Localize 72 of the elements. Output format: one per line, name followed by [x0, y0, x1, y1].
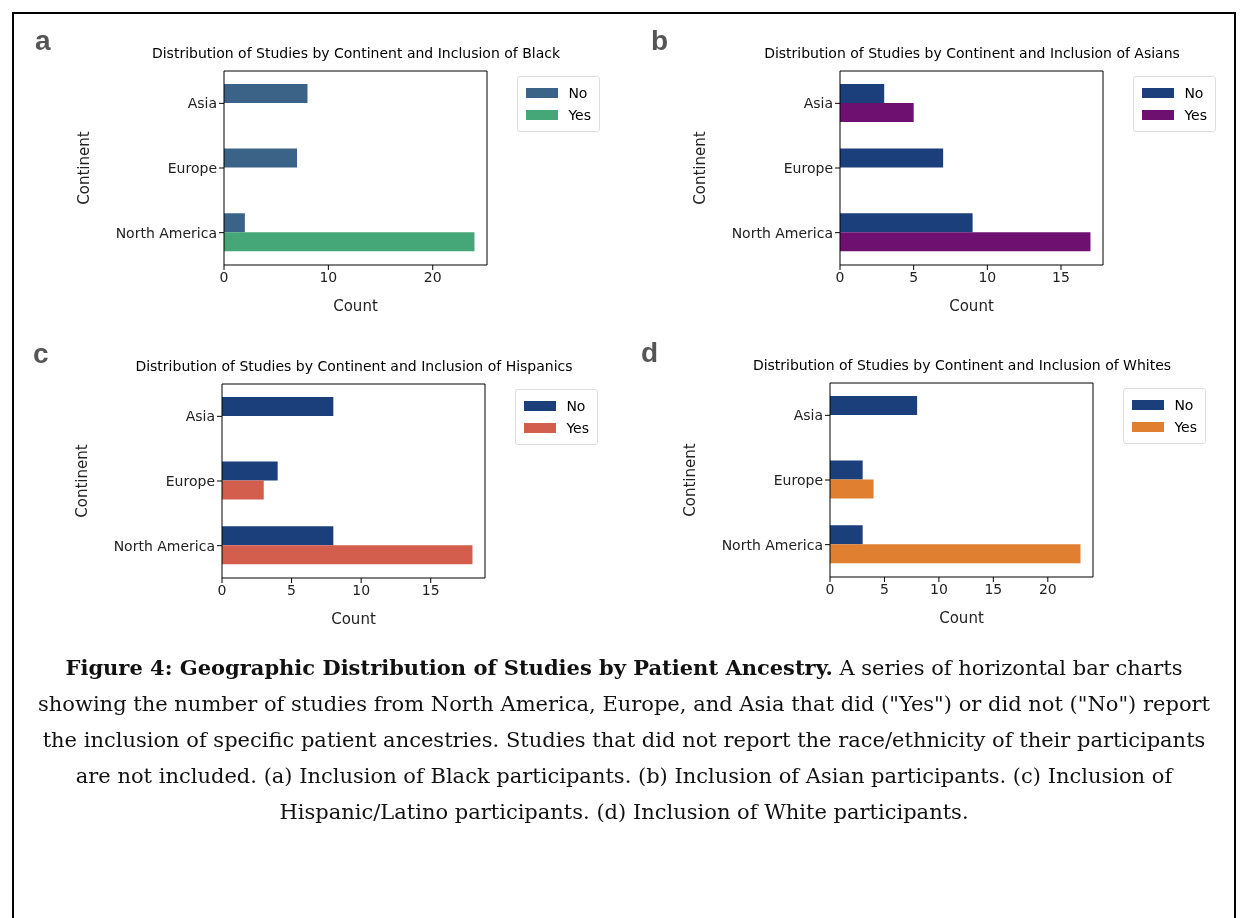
chart-title: Distribution of Studies by Continent and Inclusion of Asians [763, 45, 1181, 61]
x-tick-label: 0 [217, 581, 227, 598]
y-tick-label: Asia [803, 95, 833, 112]
x-axis-title: Count [939, 609, 984, 627]
y-tick-label: North America [731, 224, 833, 241]
bar [840, 102, 914, 122]
x-tick-label: 10 [352, 581, 371, 598]
text: d [641, 337, 659, 369]
bar [224, 83, 308, 103]
bar [222, 545, 473, 565]
legend-label: Yes [1174, 418, 1197, 437]
x-tick-label: 5 [287, 581, 297, 598]
y-tick-label: North America [721, 536, 823, 553]
text: b [651, 25, 669, 57]
x-tick-label: 20 [423, 268, 442, 285]
legend-label: No [568, 84, 588, 103]
x-tick-label: 20 [1038, 580, 1057, 597]
x-axis-title: Count [333, 297, 378, 315]
bar [224, 213, 245, 233]
bar [224, 148, 298, 168]
y-axis-title: Continent [691, 131, 710, 205]
legend-label: No [1174, 396, 1194, 415]
y-tick-label: Asia [185, 408, 215, 425]
bar [840, 213, 973, 233]
y-axis-title: Continent [681, 443, 700, 517]
y-tick-label: Asia [793, 407, 823, 424]
bar [840, 83, 885, 103]
x-tick-label: 15 [421, 581, 440, 598]
y-tick-label: Asia [187, 95, 217, 112]
x-tick-label: 15 [984, 580, 1003, 597]
bar [830, 460, 863, 480]
x-tick-label: 0 [219, 268, 229, 285]
text: c [33, 338, 49, 370]
x-tick-label: 15 [1052, 268, 1070, 285]
legend-label: Yes [568, 106, 591, 125]
x-tick-label: 10 [978, 268, 997, 285]
y-tick-label: Europe [783, 159, 833, 176]
bar [830, 525, 863, 545]
x-tick-label: 10 [319, 268, 338, 285]
x-tick-label: 0 [835, 268, 845, 285]
y-axis-title: Continent [73, 444, 92, 518]
x-axis-title: Count [331, 610, 376, 628]
bar [222, 480, 264, 500]
y-axis-title: Continent [75, 131, 94, 205]
chart-title: Distribution of Studies by Continent and Inclusion of Black [151, 45, 561, 61]
y-tick-label: Europe [773, 471, 823, 488]
x-axis-title: Count [949, 297, 994, 315]
bar [222, 461, 278, 481]
chart-title: Distribution of Studies by Continent and Inclusion of Hispanics [135, 358, 573, 374]
chart-title: Distribution of Studies by Continent and Inclusion of Whites [751, 357, 1173, 373]
y-tick-label: Europe [165, 472, 215, 489]
bar [840, 232, 1091, 252]
x-tick-label: 5 [879, 580, 889, 597]
x-tick-label: 0 [825, 580, 835, 597]
bar [222, 526, 334, 546]
x-tick-label: 5 [909, 268, 919, 285]
bar [830, 544, 1081, 564]
x-tick-label: 10 [929, 580, 948, 597]
legend-label: Yes [566, 419, 589, 438]
bar [222, 396, 334, 416]
y-tick-label: Europe [167, 159, 217, 176]
bar [840, 148, 944, 168]
legend-label: No [566, 397, 586, 416]
caption: Figure 4: Geographic Distribution of Studies by Patient Ancestry. [65, 655, 833, 680]
bar [224, 232, 475, 252]
text: a [35, 25, 51, 57]
legend-label: No [1184, 84, 1204, 103]
legend-label: Yes [1184, 106, 1207, 125]
bar [830, 395, 918, 415]
y-tick-label: North America [115, 224, 217, 241]
y-tick-label: North America [113, 537, 215, 554]
bar [830, 479, 874, 499]
